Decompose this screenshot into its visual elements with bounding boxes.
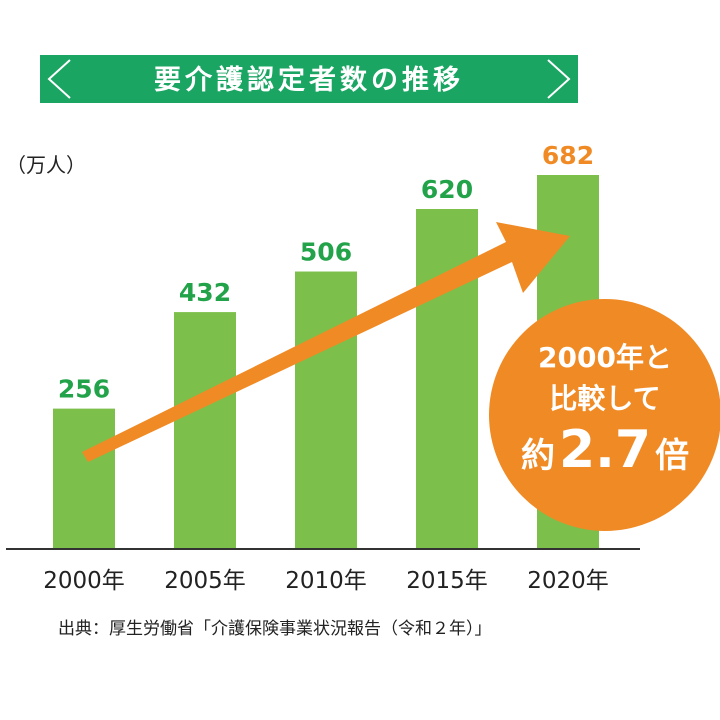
title-banner-bg bbox=[40, 55, 578, 103]
bar-2 bbox=[295, 271, 357, 549]
bar-1 bbox=[174, 312, 236, 549]
callout-badge: 2000年と 比較して 約2.7 倍 bbox=[489, 299, 720, 531]
value-label-1: 432 bbox=[179, 278, 231, 307]
x-tick-label-3: 2015年 bbox=[406, 568, 488, 594]
callout-ratio: 約2.7 倍 bbox=[521, 420, 689, 480]
callout-line2: 比較して bbox=[549, 382, 660, 415]
unit-label: （万人） bbox=[6, 153, 86, 177]
value-labels-group: 256 432 506 620 682 bbox=[58, 141, 594, 404]
value-label-3: 620 bbox=[421, 175, 473, 204]
x-tick-label-4: 2020年 bbox=[527, 568, 609, 594]
callout-line1: 2000年と bbox=[538, 341, 672, 374]
x-tick-label-2: 2010年 bbox=[285, 568, 367, 594]
x-tick-label-0: 2000年 bbox=[43, 568, 125, 594]
chart-title: 要介護認定者数の推移 bbox=[154, 64, 464, 96]
value-label-2: 506 bbox=[300, 238, 352, 267]
trend-arrow bbox=[82, 222, 570, 462]
callout-circle bbox=[489, 299, 720, 531]
callout-suffix: 倍 bbox=[655, 436, 689, 476]
value-label-4: 682 bbox=[542, 141, 594, 170]
title-banner: 要介護認定者数の推移 bbox=[40, 55, 578, 103]
callout-prefix: 約 bbox=[521, 436, 555, 476]
callout-value: 2.7 bbox=[559, 420, 651, 480]
value-label-0: 256 bbox=[58, 375, 110, 404]
bar-0 bbox=[53, 408, 115, 549]
bar-3 bbox=[416, 209, 478, 549]
chevron-left-icon bbox=[47, 59, 71, 99]
source-note: 出典：厚生労働省「介護保険事業状況報告（令和２年）」 bbox=[58, 619, 492, 639]
x-tick-label-1: 2005年 bbox=[164, 568, 246, 594]
x-tick-labels: 2000年 2005年 2010年 2015年 2020年 bbox=[43, 568, 609, 594]
chevron-right-icon bbox=[547, 59, 571, 99]
